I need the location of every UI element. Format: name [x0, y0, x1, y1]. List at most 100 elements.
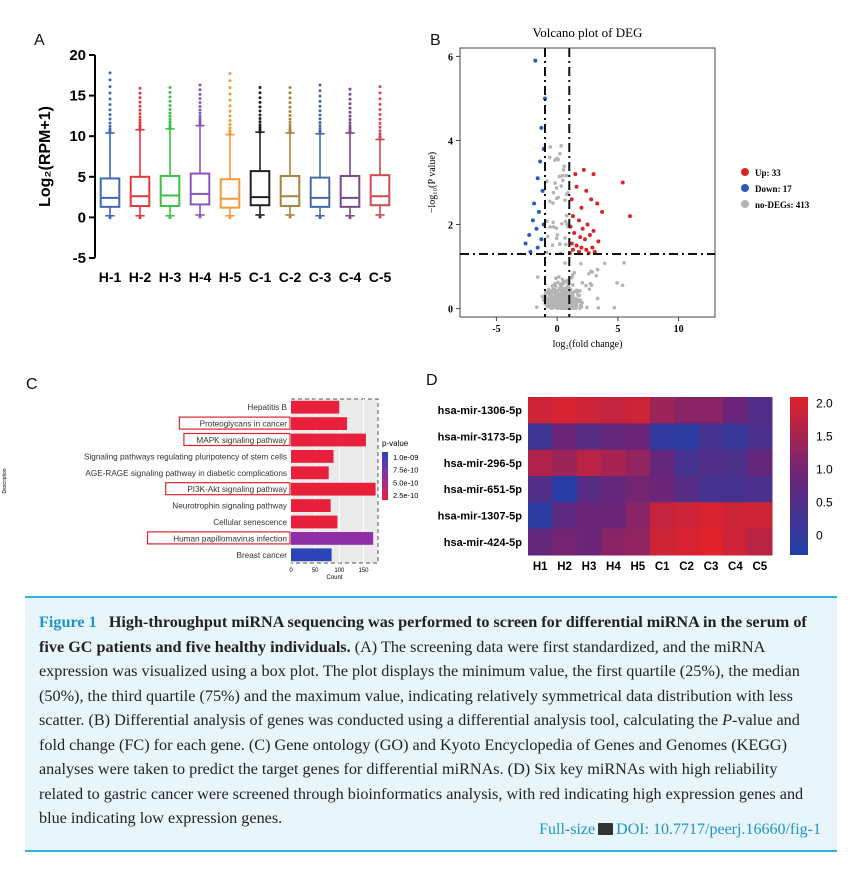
heatmap-cell	[723, 528, 749, 556]
column-label: C1	[655, 561, 670, 573]
box-outlier	[168, 99, 172, 103]
doi-link[interactable]: DOI: 10.7717/peerj.16660/fig-1	[616, 820, 821, 838]
heatmap-cell	[698, 476, 724, 503]
heatmap-cell	[698, 502, 724, 530]
box-outlier	[198, 92, 202, 96]
nodeg-point	[584, 283, 588, 288]
caption-title: High-throughput miRNA sequencing was per…	[39, 613, 807, 656]
x-tick-label: C-5	[369, 269, 392, 285]
up-point	[570, 214, 575, 219]
box-outlier	[378, 108, 382, 112]
heatmap-cell	[723, 449, 749, 477]
column-label: C5	[752, 561, 767, 573]
box-outlier	[318, 124, 322, 128]
x-tick-label: 10	[674, 324, 684, 335]
y-tick-label: 0	[78, 209, 86, 226]
nodeg-point	[558, 242, 562, 246]
nodeg-point	[570, 275, 574, 280]
box-outlier	[228, 98, 232, 102]
nodeg-point	[555, 292, 559, 297]
box-outlier	[258, 117, 262, 121]
x-tick-label: 50	[312, 568, 319, 574]
nodeg-point	[570, 283, 575, 287]
box-plot-chart: -5 0 5 10 15 20 Log₂(RPM+1) H-1 H-2 H-3 H-4 H-5 C-1 C…	[37, 47, 392, 285]
nodeg-point	[554, 226, 559, 230]
heatmap-cell	[552, 397, 578, 424]
nodeg-point	[558, 301, 562, 305]
box-body	[99, 177, 121, 208]
column-label: C4	[728, 561, 743, 573]
up-point	[572, 230, 577, 235]
nodeg-point	[535, 275, 540, 279]
nodeg-point	[563, 219, 568, 224]
box-outlier	[318, 113, 322, 117]
nodeg-point	[551, 220, 555, 225]
heatmap-cell	[552, 423, 578, 451]
box-outlier	[108, 130, 112, 134]
box-outlier	[228, 79, 232, 83]
nodeg-point	[561, 168, 566, 172]
heatmap-cell	[747, 449, 773, 477]
up-point	[583, 237, 588, 242]
column-label: C2	[679, 561, 694, 573]
box-outlier	[348, 121, 352, 125]
pathway-label: AGE-RAGE signaling pathway in diabetic c…	[85, 469, 287, 478]
heatmap-cell	[698, 423, 724, 451]
box-outlier	[348, 97, 352, 101]
colorbar-tick-label: 2.0	[816, 397, 833, 411]
heatmap-cell	[576, 502, 602, 530]
box-outlier	[288, 117, 292, 121]
box-outlier	[288, 105, 292, 109]
up-point	[620, 180, 625, 185]
pathway-label: Proteoglycans in cancer	[200, 420, 288, 429]
nodeg-point	[575, 290, 579, 294]
legend-tick-label: 5.0e-10	[393, 478, 418, 487]
nodeg-point	[562, 164, 567, 169]
heatmap-cell	[528, 528, 553, 556]
nodeg-point	[587, 287, 592, 291]
nodeg-point	[551, 201, 555, 205]
up-point	[577, 218, 581, 223]
down-point	[523, 241, 528, 246]
box-outlier	[318, 216, 322, 220]
panel-label-d: D	[426, 372, 438, 389]
up-point	[569, 197, 574, 202]
heatmap-cell	[552, 476, 578, 503]
box-outlier	[228, 129, 232, 133]
box-outlier	[168, 107, 172, 111]
pathway-label: Signaling pathways regulating pluripoten…	[84, 452, 287, 461]
y-tick-label: -5	[73, 250, 86, 267]
nodeg-point	[559, 306, 563, 310]
box-outlier	[228, 109, 232, 113]
box-outlier	[378, 117, 382, 121]
nodeg-point	[564, 242, 568, 247]
nodeg-point	[557, 174, 562, 179]
box-outlier	[138, 104, 142, 108]
box-outlier	[348, 124, 352, 128]
box-outlier	[318, 83, 322, 87]
nodeg-point	[559, 184, 563, 188]
box-outlier	[228, 126, 232, 130]
heatmap-cell	[625, 528, 651, 556]
full-size-link[interactable]: Full-size	[539, 820, 596, 838]
caption-italic-p: P	[722, 711, 732, 729]
box-outlier	[198, 104, 202, 108]
caption-body-part1: (A) The screening data were first standa…	[39, 637, 800, 730]
nodeg-point	[579, 261, 583, 266]
box-outlier	[228, 72, 232, 76]
nodeg-point	[545, 234, 550, 239]
box-outlier	[288, 215, 292, 219]
x-tick-label: H-1	[99, 269, 122, 285]
nodeg-point	[560, 173, 565, 178]
box-outlier	[138, 115, 142, 119]
box-outlier	[168, 95, 172, 99]
heatmap-cell	[723, 476, 749, 503]
plot-frame	[459, 47, 716, 318]
up-point	[574, 184, 579, 189]
nodeg-point	[602, 261, 607, 266]
nodeg-point	[571, 294, 575, 299]
y-tick-label: 2	[448, 221, 453, 232]
box-outlier	[348, 102, 352, 106]
box-outlier	[318, 126, 322, 130]
heatmap-cell	[650, 449, 675, 477]
